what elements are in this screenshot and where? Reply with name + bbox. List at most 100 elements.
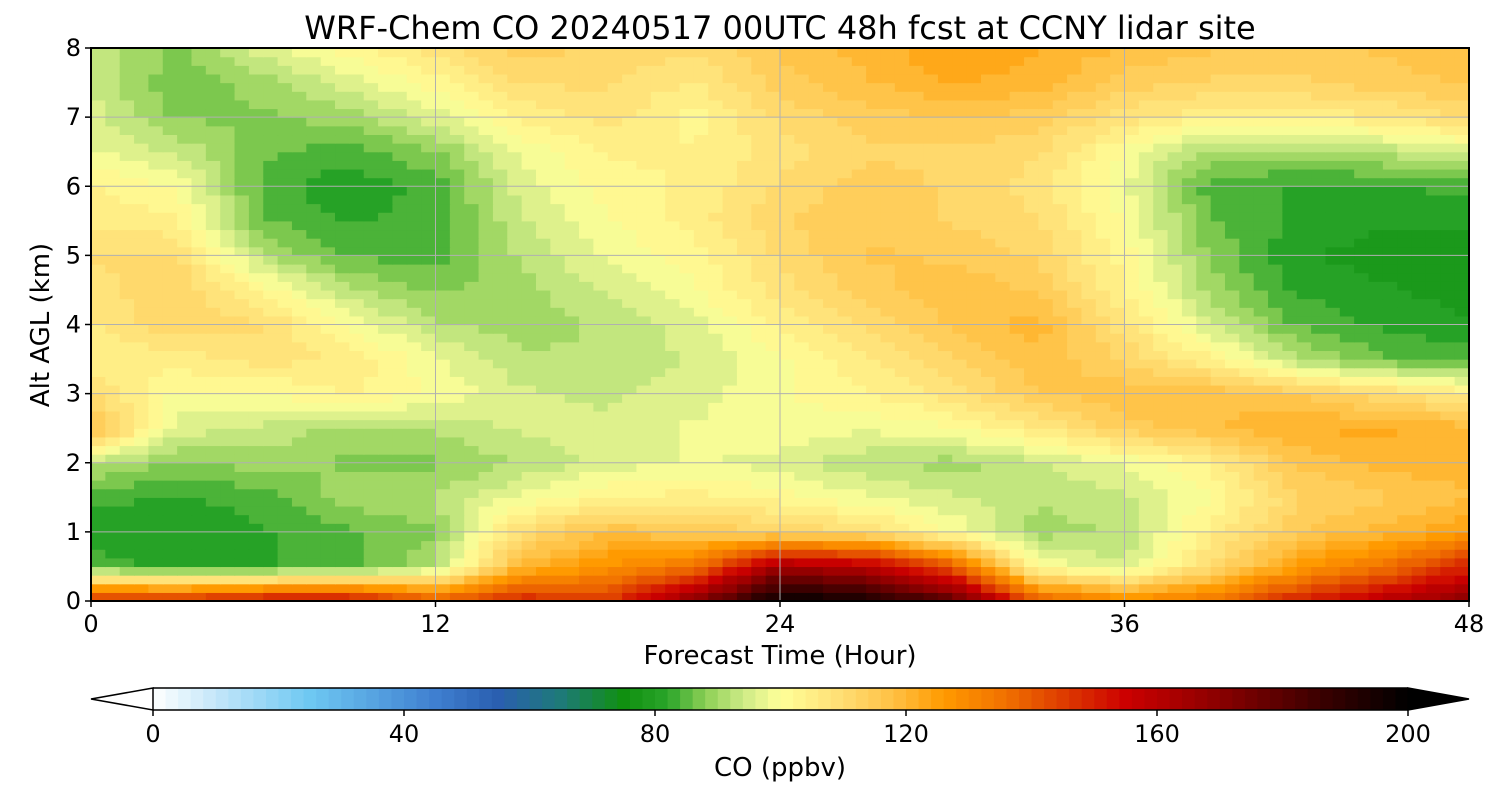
heatmap-cell [1282,315,1298,326]
heatmap-cell [1210,566,1226,576]
heatmap-cell [91,324,106,334]
heatmap-cell [148,393,164,403]
heatmap-cell [995,281,1011,291]
heatmap-cell [1253,359,1269,369]
heatmap-cell [550,229,566,239]
heatmap-cell [952,229,968,239]
heatmap-cell [464,445,480,455]
heatmap-cell [492,471,508,481]
heatmap-cell [105,359,121,369]
heatmap-cell [1382,393,1398,403]
heatmap-cell [148,238,164,248]
heatmap-cell [134,186,150,196]
heatmap-cell [119,497,135,507]
heatmap-cell [320,523,336,533]
heatmap-cell [1081,384,1097,395]
heatmap-cell [363,393,379,403]
heatmap-cell [306,410,322,421]
heatmap-cell [291,341,307,352]
heatmap-cell [1210,462,1226,472]
heatmap-cell [1325,462,1341,472]
heatmap-cell [1454,402,1470,412]
heatmap-cell [995,436,1011,447]
heatmap-cell [464,540,480,550]
heatmap-cell [607,540,623,550]
heatmap-cell [765,566,781,576]
heatmap-cell [1354,186,1370,196]
heatmap-cell [1282,298,1298,308]
heatmap-cell [1354,410,1370,421]
heatmap-cell [966,488,982,498]
heatmap-cell [866,255,882,265]
heatmap-cell [177,575,193,585]
heatmap-cell [909,402,925,412]
heatmap-cell [1354,177,1370,187]
heatmap-cell [1167,505,1183,516]
heatmap-cell [306,151,322,161]
heatmap-cell [1311,333,1327,343]
heatmap-cell [162,289,178,300]
heatmap-cell [837,298,853,308]
heatmap-cell [1067,281,1083,291]
heatmap-cell [335,160,350,170]
heatmap-cell [980,557,996,568]
heatmap-cell [1124,272,1140,282]
heatmap-cell [1138,488,1154,498]
heatmap-cell [736,186,752,196]
heatmap-cell [851,549,867,559]
heatmap-cell [679,264,695,274]
heatmap-cell [1282,462,1298,472]
heatmap-cell [449,454,465,464]
heatmap-cell [1167,436,1183,447]
heatmap-cell [952,177,968,187]
heatmap-cell [205,229,221,239]
heatmap-cell [808,540,824,550]
heatmap-cell [1282,307,1298,317]
heatmap-cell [291,272,307,282]
heatmap-cell [966,566,982,576]
heatmap-cell [1368,393,1384,403]
heatmap-cell [119,367,135,377]
heatmap-cell [808,393,824,403]
heatmap-cell [866,436,882,447]
heatmap-cell [1124,523,1140,533]
heatmap-cell [435,575,451,585]
heatmap-cell [234,419,250,429]
heatmap-cell [363,402,379,412]
heatmap-cell [1440,359,1456,369]
heatmap-cell [1354,566,1370,576]
heatmap-cell [1081,428,1097,438]
heatmap-cell [1354,281,1370,291]
heatmap-cell [91,488,106,498]
heatmap-cell [650,177,666,187]
heatmap-cell [823,238,839,248]
heatmap-cell [722,488,738,498]
heatmap-cell [679,514,695,524]
heatmap-cell [636,462,652,472]
heatmap-cell [507,557,523,568]
heatmap-cell [650,194,666,205]
heatmap-cell [579,350,594,360]
heatmap-cell [564,445,580,455]
heatmap-cell [1110,592,1126,602]
heatmap-cell [162,168,178,179]
heatmap-cell [722,203,738,213]
heatmap-cell [1339,315,1355,326]
heatmap-cell [1397,350,1413,360]
heatmap-cell [1024,505,1039,516]
heatmap-cell [765,514,781,524]
heatmap-cell [1325,592,1341,602]
heatmap-cell [1397,168,1413,179]
heatmap-cell [1397,298,1413,308]
heatmap-cell [736,445,752,455]
heatmap-cell [277,264,293,274]
heatmap-cell [995,255,1011,265]
heatmap-cell [220,497,236,507]
heatmap-cell [535,341,551,352]
heatmap-cell [1325,272,1341,282]
heatmap-cell [665,419,681,429]
heatmap-cell [1325,531,1341,542]
heatmap-cell [1339,324,1355,334]
heatmap-cell [449,488,465,498]
heatmap-cell [780,540,795,550]
